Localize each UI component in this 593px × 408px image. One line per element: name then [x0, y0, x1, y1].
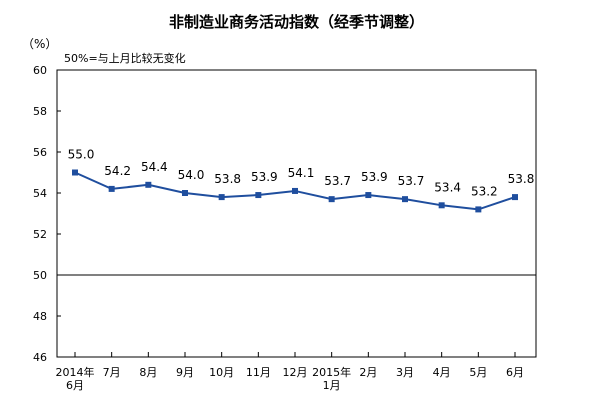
y-tick-label: 48 — [33, 310, 47, 323]
data-label: 53.8 — [214, 172, 241, 186]
data-point — [255, 192, 262, 199]
plot-frame — [56, 69, 537, 358]
x-tick-label: 3月 — [396, 366, 414, 379]
x-tick-label: 6月 — [506, 366, 524, 379]
x-tick-label: 4月 — [433, 366, 451, 379]
x-tick-label: 1月 — [323, 379, 341, 392]
x-tick-label: 11月 — [246, 366, 271, 379]
data-point — [218, 194, 225, 201]
y-tick-label: 56 — [33, 146, 47, 159]
data-point — [365, 192, 372, 199]
y-tick-label: 60 — [33, 64, 47, 77]
data-label: 54.0 — [178, 168, 205, 182]
series-markers — [72, 169, 518, 213]
data-label: 53.2 — [471, 184, 498, 198]
data-label: 53.8 — [508, 172, 535, 186]
data-point — [328, 196, 335, 203]
data-point — [475, 206, 482, 213]
x-tick-label: 12月 — [283, 366, 308, 379]
data-label: 53.9 — [361, 170, 388, 184]
chart-annotation: 50%=与上月比较无变化 — [64, 52, 186, 65]
data-point — [438, 202, 445, 209]
y-tick-label: 52 — [33, 228, 47, 241]
x-tick-label: 8月 — [139, 366, 157, 379]
y-tick-label: 46 — [33, 351, 47, 364]
x-tick-label: 5月 — [469, 366, 487, 379]
y-axis-unit: （%） — [22, 37, 58, 51]
x-tick-label: 10月 — [209, 366, 234, 379]
chart-title: 非制造业商务活动指数（经季节调整） — [168, 13, 424, 31]
data-label: 55.0 — [68, 148, 95, 162]
y-tick-label: 58 — [33, 105, 47, 118]
x-tick-label: 2015年 — [312, 365, 351, 379]
x-tick-label: 7月 — [103, 366, 121, 379]
y-tick-label: 50 — [33, 269, 47, 282]
x-tick-label: 9月 — [176, 366, 194, 379]
data-point — [145, 181, 152, 188]
x-tick-label: 2014年 — [56, 365, 95, 379]
data-point — [292, 187, 298, 194]
data-label: 53.9 — [251, 170, 278, 184]
data-label: 54.1 — [288, 166, 315, 180]
data-label: 54.2 — [104, 164, 131, 178]
data-point — [108, 185, 115, 192]
data-point — [182, 190, 188, 196]
data-labels: 55.0 54.2 54.4 54.0 53.8 53.9 54.1 53.7 53.9 53.7… — [68, 148, 535, 199]
y-tick-label: 54 — [33, 187, 47, 200]
x-tick-label: 2月 — [359, 366, 377, 379]
data-point — [72, 169, 78, 176]
data-label: 53.7 — [398, 174, 425, 188]
data-label: 53.4 — [434, 180, 461, 194]
y-axis: 46 48 50 52 54 56 58 60 — [33, 64, 61, 364]
data-point — [512, 194, 518, 201]
data-label: 54.4 — [141, 160, 168, 174]
data-point — [402, 196, 408, 203]
data-label: 53.7 — [324, 174, 351, 188]
x-tick-label: 6月 — [66, 379, 84, 392]
